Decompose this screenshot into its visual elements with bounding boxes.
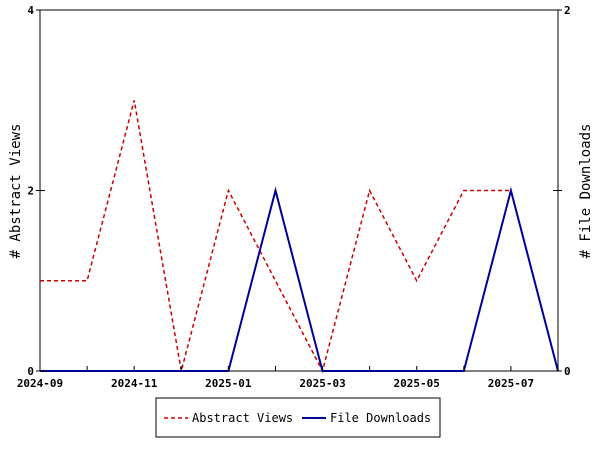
legend-label-file-downloads: File Downloads xyxy=(330,411,431,425)
y-axis-left-title: # Abstract Views xyxy=(8,124,24,259)
legend: Abstract Views File Downloads xyxy=(155,397,441,438)
y-left-tick-label: 4 xyxy=(27,4,34,17)
y-left-tick-label: 0 xyxy=(27,365,34,378)
y-left-tick-label: 2 xyxy=(27,185,34,198)
series-line-file-downloads xyxy=(40,186,559,372)
y-right-tick-label: 2 xyxy=(564,4,571,17)
x-tick-label: 2025-05 xyxy=(394,377,440,390)
y-right-tick-label: 0 xyxy=(564,365,571,378)
x-tick-label: 2025-07 xyxy=(488,377,534,390)
series-layer xyxy=(40,100,559,374)
x-tick-label: 2024-11 xyxy=(111,377,158,390)
x-tick-label: 2025-03 xyxy=(299,377,345,390)
series-line-abstract-views xyxy=(40,100,559,374)
legend-label-abstract-views: Abstract Views xyxy=(192,411,293,425)
axes-layer: 2024-09 2024-11 2025-01 2025-03 2025-05 2025-… xyxy=(17,4,571,390)
x-tick-label: 2025-01 xyxy=(205,377,252,390)
x-tick-label: 2024-09 xyxy=(17,377,63,390)
legend-box xyxy=(155,397,441,438)
y-axis-right-title: # File Downloads xyxy=(578,124,594,259)
